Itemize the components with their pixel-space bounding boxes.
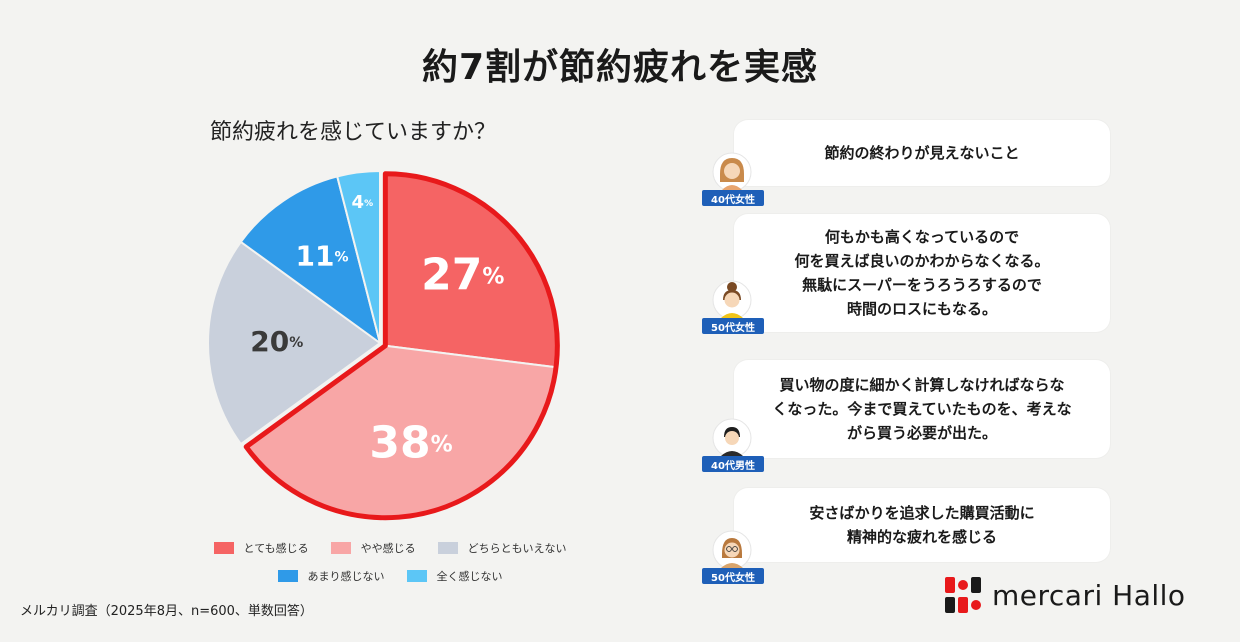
legend-label: どちらともいえない — [467, 542, 567, 555]
woman-avatar-icon — [712, 152, 752, 192]
respondent-badge: 50代女性 — [702, 530, 764, 586]
quote-bubble: 節約の終わりが見えないこと — [734, 120, 1110, 186]
mercari-hallo-logo-icon — [945, 577, 981, 613]
legend-label: あまり感じない — [307, 570, 385, 583]
slice-value-label: 4% — [352, 192, 374, 213]
slice-value-label: 38% — [369, 418, 452, 469]
quote-bubble: 安さばかりを追求した購買活動に 精神的な疲れを感じる — [734, 488, 1110, 562]
respondent-badge: 40代男性 — [702, 418, 764, 474]
pie-slice — [207, 240, 382, 446]
legend-swatch — [406, 570, 427, 582]
survey-footnote: メルカリ調査（2025年8月、n=600、単数回答） — [20, 604, 313, 619]
quote-bubble: 買い物の度に細かく計算しなければならな くなった。今まで買えていたものを、考えな… — [734, 360, 1110, 458]
respondent-label: 40代女性 — [702, 190, 764, 206]
quote-text: 安さばかりを追求した購買活動に 精神的な疲れを感じる — [809, 504, 1035, 546]
slice-value-label: 11% — [295, 240, 348, 273]
legend-item-somewhat-feel: やや感じる — [330, 540, 416, 556]
legend-item-neutral: どちらともいえない — [437, 540, 567, 556]
page-title: 約7割が節約疲れを実感 — [421, 47, 819, 88]
legend-label: とても感じる — [243, 542, 309, 555]
respondent-badge: 40代女性 — [702, 152, 764, 208]
respondent-badge: 50代女性 — [702, 280, 764, 336]
quote-text: 何もかも高くなっているので 何を買えば良いのかわからなくなる。 無駄にスーパーを… — [794, 228, 1050, 318]
man-avatar-icon — [712, 418, 752, 458]
chart-title: 節約疲れを感じていますか？ — [210, 120, 497, 145]
legend-swatch — [437, 542, 458, 554]
respondent-label: 40代男性 — [702, 456, 764, 472]
woman-bun-avatar-icon — [712, 280, 752, 320]
respondent-label: 50代女性 — [702, 318, 764, 334]
legend-swatch — [213, 542, 234, 554]
chart-legend: とても感じる やや感じる どちらともいえない あまり感じない 全く感じない — [210, 540, 570, 596]
woman-glasses-avatar-icon — [712, 530, 752, 570]
brand: mercari Hallo — [944, 576, 1186, 614]
pie-slice — [336, 169, 381, 344]
legend-item-strongly-feel: とても感じる — [213, 540, 309, 556]
legend-item-not-much: あまり感じない — [277, 568, 385, 584]
legend-item-not-at-all: 全く感じない — [406, 568, 503, 584]
legend-swatch — [277, 570, 298, 582]
pie-chart: 27% 38% 20% 11% 4% — [207, 169, 560, 521]
legend-swatch — [330, 542, 351, 554]
quote-text: 節約の終わりが見えないこと — [824, 144, 1020, 162]
legend-label: 全く感じない — [436, 570, 503, 583]
quote-bubble: 何もかも高くなっているので 何を買えば良いのかわからなくなる。 無駄にスーパーを… — [734, 214, 1110, 332]
legend-label: やや感じる — [360, 542, 416, 555]
slice-value-label: 27% — [421, 249, 504, 300]
brand-name: mercari Hallo — [992, 578, 1186, 612]
respondent-label: 50代女性 — [702, 568, 764, 584]
quote-text: 買い物の度に細かく計算しなければならな くなった。今まで買えていたものを、考えな… — [772, 376, 1072, 442]
highlight-outline — [243, 171, 560, 521]
slice-value-label: 20% — [250, 325, 303, 358]
pie-slice — [239, 175, 382, 346]
